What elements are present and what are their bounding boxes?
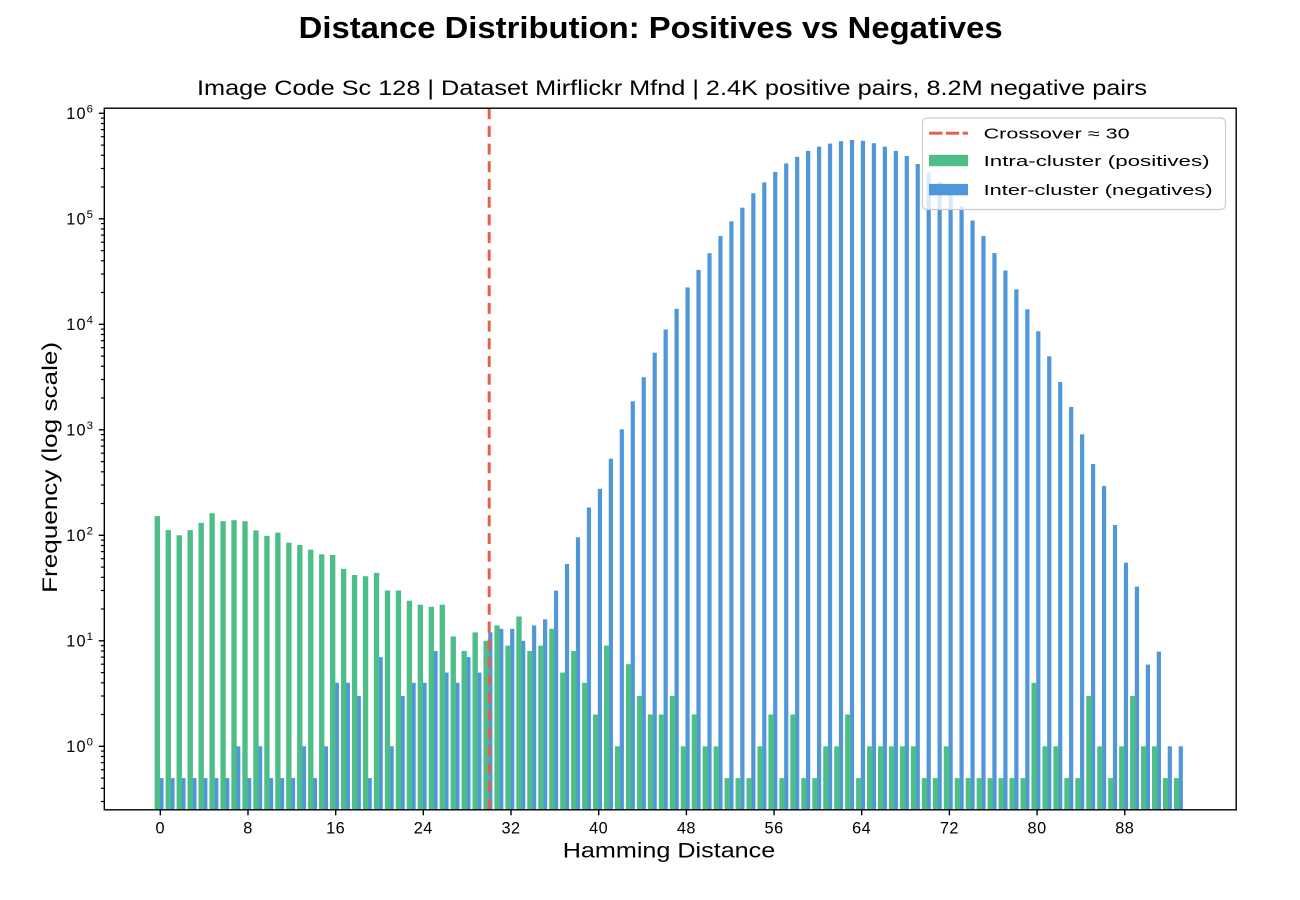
svg-text:Inter-cluster (negatives): Inter-cluster (negatives) — [984, 183, 1213, 199]
svg-text:32: 32 — [501, 820, 520, 838]
svg-text:100: 100 — [66, 736, 94, 756]
svg-text:Frequency (log scale): Frequency (log scale) — [37, 342, 62, 593]
svg-text:Crossover ≈ 30: Crossover ≈ 30 — [984, 126, 1130, 142]
svg-text:106: 106 — [66, 103, 94, 123]
svg-text:Hamming Distance: Hamming Distance — [563, 840, 776, 863]
svg-text:8: 8 — [243, 820, 253, 838]
svg-text:104: 104 — [66, 314, 94, 334]
svg-text:16: 16 — [326, 820, 345, 838]
svg-text:40: 40 — [589, 820, 608, 838]
svg-text:24: 24 — [414, 820, 433, 838]
svg-text:101: 101 — [66, 631, 94, 651]
svg-text:102: 102 — [66, 525, 94, 545]
svg-text:Distance Distribution: Positiv: Distance Distribution: Positives vs Nega… — [299, 10, 1003, 45]
svg-text:56: 56 — [765, 820, 784, 838]
svg-text:72: 72 — [940, 820, 959, 838]
svg-text:103: 103 — [66, 420, 94, 440]
svg-text:105: 105 — [66, 209, 94, 229]
svg-text:64: 64 — [852, 820, 871, 838]
svg-text:88: 88 — [1115, 820, 1134, 838]
svg-text:80: 80 — [1028, 820, 1047, 838]
svg-text:Image Code Sc 128 | Dataset Mi: Image Code Sc 128 | Dataset Mirflickr Mf… — [197, 77, 1147, 100]
svg-text:48: 48 — [677, 820, 696, 838]
svg-text:Intra-cluster (positives): Intra-cluster (positives) — [984, 154, 1210, 170]
svg-text:0: 0 — [156, 820, 166, 838]
